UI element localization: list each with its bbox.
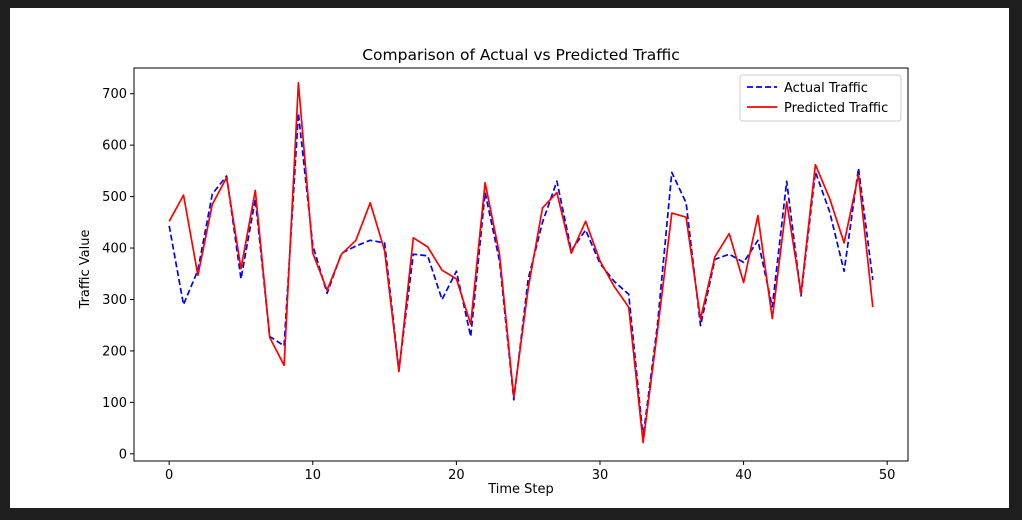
legend-box: [739, 74, 902, 122]
line-chart: Comparison of Actual vs Predicted Traffi…: [78, 46, 909, 497]
y-tick-label: 100: [102, 396, 127, 411]
y-tick-label: 400: [102, 242, 127, 257]
x-tick-label: 0: [165, 468, 173, 483]
x-tick-label: 10: [305, 468, 322, 483]
y-tick-label: 300: [102, 293, 127, 308]
legend-label-actual: Actual Traffic: [784, 81, 868, 96]
y-tick-label: 0: [119, 447, 127, 462]
legend-label-predicted: Predicted Traffic: [784, 101, 888, 116]
x-tick-label: 20: [448, 468, 465, 483]
y-tick-label: 200: [102, 344, 127, 359]
x-axis-ticks: 0 10 20 30 40 50: [165, 461, 895, 483]
axes-frame: [133, 67, 909, 462]
x-tick-label: 30: [592, 468, 609, 483]
y-tick-label: 500: [102, 190, 127, 205]
x-axis-label: Time Step: [487, 482, 554, 497]
series-line-predicted: [168, 82, 874, 444]
y-axis-label: Traffic Value: [78, 230, 93, 310]
series-layer: [168, 82, 874, 444]
figure: Comparison of Actual vs Predicted Traffi…: [10, 8, 1009, 508]
y-tick-label: 600: [102, 139, 127, 154]
chart-title: Comparison of Actual vs Predicted Traffi…: [362, 46, 680, 64]
x-tick-label: 50: [879, 468, 896, 483]
y-tick-label: 700: [102, 87, 127, 102]
y-axis-ticks: 0 100 200 300 400 500 600 700: [102, 87, 134, 462]
legend: Actual Traffic Predicted Traffic: [739, 74, 902, 122]
series-line-actual: [168, 112, 874, 439]
x-tick-label: 40: [735, 468, 752, 483]
